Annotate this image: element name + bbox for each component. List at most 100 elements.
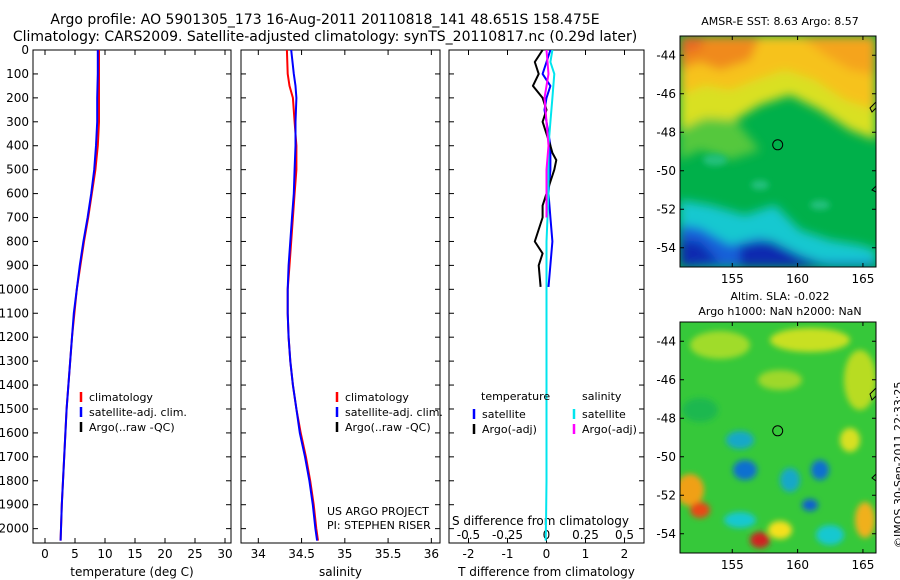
difference-profile-xtick-label: -1 bbox=[502, 547, 514, 561]
salinity-panel: 34 34.5 35 35.5 36 salinity climatology satelli… bbox=[240, 49, 443, 579]
sst-map-ytick-label: -46 bbox=[656, 87, 676, 101]
salinity-profile-xlabel: salinity bbox=[319, 565, 362, 579]
difference-profile-xtick-label: 0 bbox=[543, 547, 551, 561]
temperature-profile-frame bbox=[32, 49, 232, 544]
depth-tick-label: 1500 bbox=[0, 402, 29, 416]
salinity-profile-legend-climatology: climatology bbox=[345, 391, 409, 404]
difference-profile-series bbox=[531, 50, 558, 541]
temperature-panel: 0 5 10 15 20 25 30 temperature (deg C) 0 100 200 30… bbox=[0, 43, 233, 579]
difference-profile-xtick-label: -2 bbox=[463, 547, 475, 561]
temperature-profile-xtick-label: 5 bbox=[71, 547, 79, 561]
sst-map-ytick-label: -48 bbox=[656, 125, 676, 139]
salinity-profile-xtick-label: 34.5 bbox=[288, 547, 315, 561]
depth-tick-label: 600 bbox=[6, 187, 29, 201]
difference-profile-xtick-label: 1 bbox=[582, 547, 590, 561]
sla-map-subtitle: Argo h1000: NaN h2000: NaN bbox=[698, 305, 862, 318]
depth-tick-label: 2000 bbox=[0, 522, 29, 536]
sla-map-ytick-label: -48 bbox=[656, 411, 676, 425]
temperature-profile-series bbox=[59, 50, 100, 541]
difference-profile-xlabel: T difference from climatology bbox=[457, 565, 635, 579]
sst-map-ytick-label: -44 bbox=[656, 48, 676, 62]
depth-tick-label: 1700 bbox=[0, 450, 29, 464]
temperature-profile-legend-satellite-adj-clim: satellite-adj. clim. bbox=[89, 406, 187, 419]
sla-coastline-2 bbox=[871, 473, 877, 482]
figure-title: Argo profile: AO 5901305_173 16-Aug-2011… bbox=[50, 12, 600, 28]
temperature-profile-xtick-label: 30 bbox=[217, 547, 232, 561]
difference-legend-satellite: satellite bbox=[482, 408, 526, 421]
depth-tick-label: 1400 bbox=[0, 378, 29, 392]
depth-tick-label: 1300 bbox=[0, 354, 29, 368]
sst-map: 155 160 165 -44 -46 -48 -50 -52 -54 bbox=[656, 35, 877, 286]
sst-map-frame bbox=[679, 35, 877, 268]
difference-legend-satellite: satellite bbox=[582, 408, 626, 421]
sla-map-ytick-label: -54 bbox=[656, 527, 676, 541]
salinity-profile-xtick-label: 35 bbox=[337, 547, 352, 561]
difference-panel: -2 -1 0 1 2 T difference from climatology S di… bbox=[448, 49, 645, 579]
difference-profile-top-xtick-label: 0.5 bbox=[615, 528, 634, 542]
sst-argo-location-marker bbox=[772, 139, 784, 151]
credit-line-1: US ARGO PROJECT bbox=[327, 505, 429, 518]
sst-map-xtick-label: 160 bbox=[786, 272, 809, 286]
difference-profile-top-xlabel: S difference from climatology bbox=[452, 514, 629, 528]
difference-profile-top-xtick-label: 0.25 bbox=[572, 528, 599, 542]
sst-coastline-2 bbox=[871, 185, 877, 193]
salinity-profile-series bbox=[285, 50, 319, 541]
depth-tick-label: 800 bbox=[6, 234, 29, 248]
series-climatology bbox=[59, 50, 100, 541]
sst-map-xtick-label: 155 bbox=[721, 272, 744, 286]
series-satellite-adj-clim bbox=[286, 50, 319, 541]
series-s-argo-adj bbox=[543, 50, 550, 218]
temperature-profile-legend-climatology: climatology bbox=[89, 391, 153, 404]
sla-coastline bbox=[869, 387, 877, 401]
sla-map-xtick-label: 160 bbox=[786, 558, 809, 572]
series-satellite-adj-clim bbox=[59, 50, 99, 541]
difference-legend-salinity-header: salinity bbox=[582, 390, 622, 403]
salinity-profile-legend-argo-raw-qc: Argo(..raw -QC) bbox=[345, 421, 431, 434]
sst-map-title: AMSR-E SST: 8.63 Argo: 8.57 bbox=[701, 15, 859, 28]
sst-map-xtick-label: 165 bbox=[851, 272, 874, 286]
series-t-argo-adj bbox=[531, 50, 558, 287]
depth-tick-label: 400 bbox=[6, 139, 29, 153]
temperature-profile-xtick-label: 20 bbox=[157, 547, 172, 561]
temperature-profile-legend-argo-raw-qc: Argo(..raw -QC) bbox=[89, 421, 175, 434]
sla-map-frame bbox=[679, 321, 877, 554]
series-climatology bbox=[285, 50, 319, 541]
temperature-profile-xtick-label: 15 bbox=[127, 547, 142, 561]
depth-tick-label: 1600 bbox=[0, 426, 29, 440]
sst-map-ytick-label: -50 bbox=[656, 164, 676, 178]
difference-profile-xtick-label: 2 bbox=[621, 547, 629, 561]
depth-tick-label: 1800 bbox=[0, 474, 29, 488]
figure-subtitle: Climatology: CARS2009. Satellite-adjuste… bbox=[12, 29, 638, 45]
series-s-satellite bbox=[544, 50, 556, 541]
sla-map-xtick-label: 155 bbox=[721, 558, 744, 572]
sla-map-xtick-label: 165 bbox=[851, 558, 874, 572]
sla-map-ytick-label: -44 bbox=[656, 334, 676, 348]
depth-tick-label: 0 bbox=[21, 43, 29, 57]
difference-profile-top-xtick-label: -0.25 bbox=[492, 528, 523, 542]
salinity-profile-frame bbox=[240, 49, 441, 544]
temperature-profile-xtick-label: 25 bbox=[187, 547, 202, 561]
depth-tick-label: 700 bbox=[6, 211, 29, 225]
sst-map-ytick-label: -54 bbox=[656, 241, 676, 255]
temperature-profile-xlabel: temperature (deg C) bbox=[70, 565, 193, 579]
temperature-profile-xtick-label: 10 bbox=[97, 547, 112, 561]
depth-tick-label: 500 bbox=[6, 163, 29, 177]
depth-tick-label: 1100 bbox=[0, 306, 29, 320]
difference-legend-temperature-header: temperature bbox=[481, 390, 550, 403]
salinity-profile-xtick-label: 36 bbox=[424, 547, 439, 561]
sla-argo-location-marker bbox=[772, 425, 784, 437]
salinity-profile-xtick-label: 34 bbox=[251, 547, 266, 561]
depth-tick-label: 900 bbox=[6, 258, 29, 272]
salinity-profile-legend-satellite-adj-clim: satellite-adj. clim. bbox=[345, 406, 443, 419]
depth-tick-label: 1900 bbox=[0, 498, 29, 512]
sla-map-ytick-label: -52 bbox=[656, 488, 676, 502]
salinity-profile-xtick-label: 35.5 bbox=[375, 547, 402, 561]
difference-profile-top-xtick-label: -0.5 bbox=[457, 528, 480, 542]
depth-tick-label: 1200 bbox=[0, 330, 29, 344]
depth-tick-label: 300 bbox=[6, 115, 29, 129]
sla-map: 155 160 165 -44 -46 -48 -50 -52 -54 bbox=[656, 321, 877, 572]
temperature-profile-xtick-label: 0 bbox=[41, 547, 49, 561]
depth-tick-label: 1000 bbox=[0, 282, 29, 296]
depth-tick-label: 100 bbox=[6, 67, 29, 81]
